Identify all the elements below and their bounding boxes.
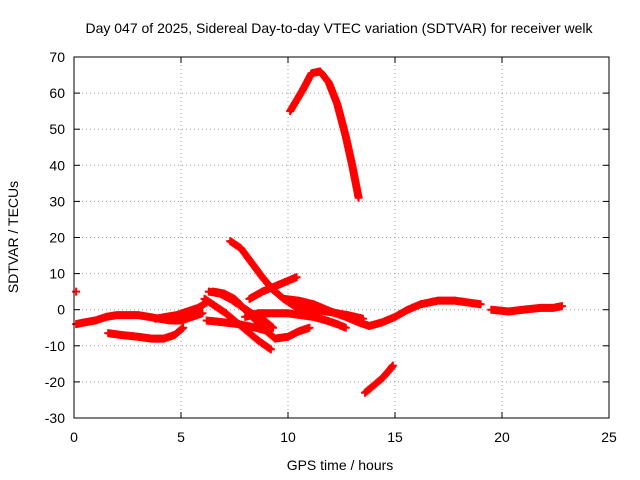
y-tick-label: 0 [57,302,65,318]
x-tick-label: 0 [70,429,78,445]
y-tick-label: 10 [49,266,65,282]
series-arc-13 [286,67,363,202]
data-point-marker [266,345,275,354]
plot-frame [73,56,610,419]
y-tick-label: 30 [49,193,65,209]
x-axis-label: GPS time / hours [287,457,394,473]
series-arc-14 [361,361,397,397]
y-tick-label: 70 [49,49,65,65]
gridlines [74,57,609,418]
series-arc-15 [72,287,81,296]
series-arc-10 [241,309,350,332]
y-axis-label: SDTVAR / TECUs [5,181,21,293]
data-point-marker [267,322,276,331]
data-point-marker [476,300,485,309]
data-point-marker [388,361,397,370]
data-point-marker [179,323,188,332]
data-point-marker [269,323,278,332]
series-arc-2 [104,323,188,343]
x-tick-label: 10 [280,429,296,445]
data-point-marker [305,323,314,332]
data-point-marker [292,273,301,282]
data-point-marker [72,287,81,296]
y-tick-label: 40 [49,157,65,173]
data-point-marker [198,309,207,318]
data-series-group [72,67,566,397]
series-arc-9 [245,273,301,303]
y-axis-ticks: -30 -20 -10 0 10 20 30 40 50 60 70 [45,49,609,426]
y-tick-label: -10 [45,338,65,354]
data-point-marker [557,302,566,311]
y-tick-label: 20 [49,230,65,246]
data-point-marker [341,323,350,332]
x-tick-label: 15 [387,429,403,445]
x-tick-label: 5 [177,429,185,445]
data-point-marker [354,193,363,202]
series-arc-12 [487,302,566,316]
series-arc-6 [200,294,275,354]
data-point-marker [177,324,186,333]
y-tick-label: 60 [49,85,65,101]
chart-title: Day 047 of 2025, Sidereal Day-to-day VTE… [85,20,593,36]
x-tick-label: 20 [494,429,510,445]
y-tick-label: -20 [45,374,65,390]
series-arc-11 [279,294,485,330]
y-tick-label: -30 [45,410,65,426]
x-tick-label: 25 [601,429,617,445]
y-tick-label: 50 [49,121,65,137]
